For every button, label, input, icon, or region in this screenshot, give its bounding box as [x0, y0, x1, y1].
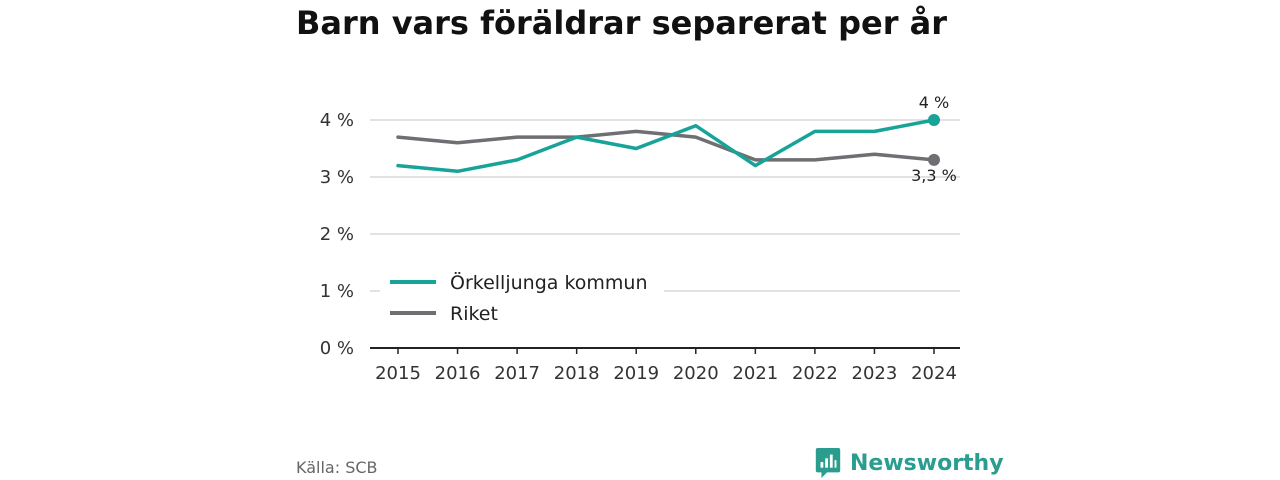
series-lines — [396, 114, 940, 174]
x-tick-label: 2023 — [852, 363, 898, 384]
end-point — [928, 114, 940, 126]
x-tick-label: 2019 — [613, 363, 659, 384]
legend-label: Riket — [450, 303, 498, 325]
y-tick-label: 1 % — [320, 281, 354, 302]
end-point — [928, 153, 940, 166]
source-note: Källa: SCB — [296, 458, 378, 477]
end-value-label: 4 % — [919, 93, 949, 112]
x-tick-label: 2021 — [732, 363, 778, 384]
legend-background — [380, 262, 664, 332]
end-labels: 4 % 3,3 % — [911, 93, 957, 185]
series-line — [396, 118, 936, 174]
end-value-label: 3,3 % — [911, 166, 957, 185]
y-tick-label: 4 % — [320, 110, 354, 131]
y-tick-label: 3 % — [320, 167, 354, 188]
x-tick-label: 2017 — [494, 363, 540, 384]
x-tick-label: 2020 — [673, 363, 719, 384]
x-tick-label: 2022 — [792, 363, 838, 384]
x-tick-label: 2015 — [375, 363, 421, 384]
newsworthy-logo-icon — [815, 448, 841, 478]
chart-title: Barn vars föräldrar separerat per år — [296, 4, 948, 42]
legend-label: Örkelljunga kommun — [450, 271, 648, 294]
y-axis-ticks: 0 % 1 % 2 % 3 % 4 % — [320, 110, 354, 359]
x-tick-label: 2016 — [435, 363, 481, 384]
line-chart: 0 % 1 % 2 % 3 % 4 % 2015 2016 2017 2018 2019 2020… — [320, 93, 960, 384]
brand-name: Newsworthy — [850, 450, 1004, 476]
legend: Örkelljunga kommun Riket — [380, 262, 664, 332]
x-tick-label: 2018 — [554, 363, 600, 384]
x-tick-label: 2024 — [911, 363, 957, 384]
y-tick-label: 2 % — [320, 224, 354, 245]
y-tick-label: 0 % — [320, 338, 354, 359]
brand-logo: Newsworthy — [815, 446, 1004, 480]
x-axis: 2015 2016 2017 2018 2019 2020 2021 2022 2023 2024 — [370, 347, 960, 384]
series-line — [396, 129, 936, 162]
